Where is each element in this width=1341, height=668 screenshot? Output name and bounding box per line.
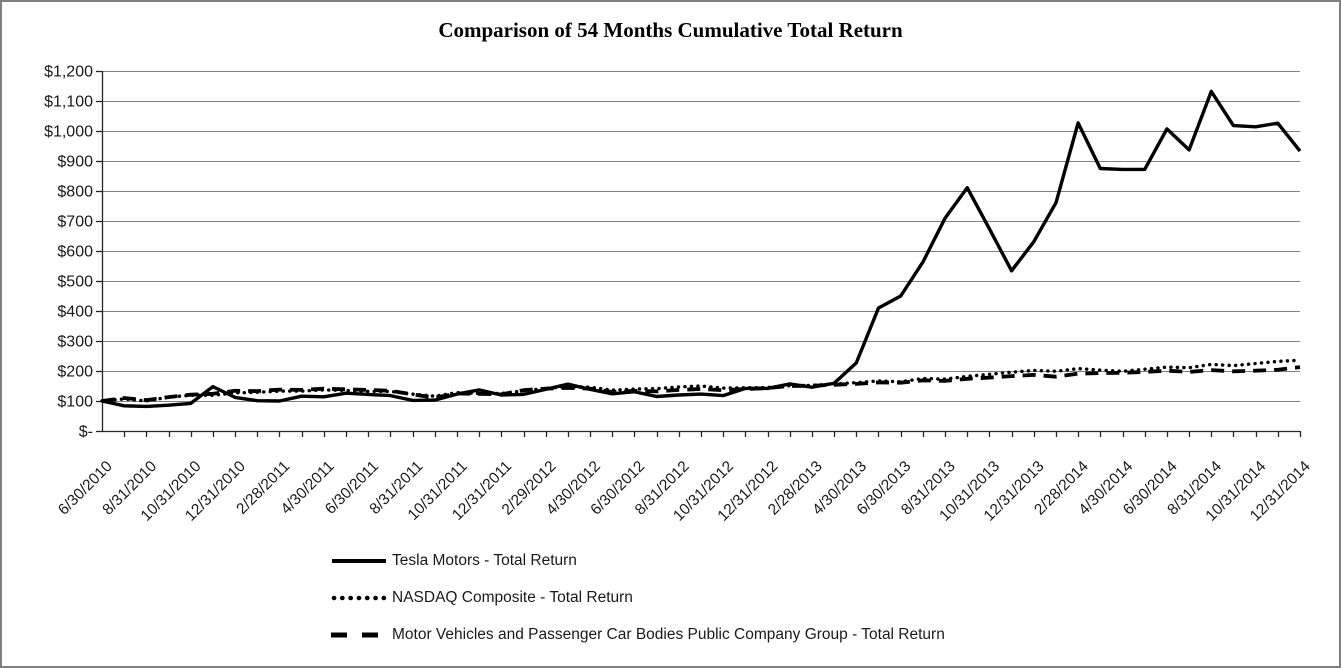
tesla-series-line [101, 89, 1302, 409]
y-axis-label: $1,000 [44, 124, 93, 141]
y-axis-label: $1,200 [44, 64, 93, 81]
y-axis-label: $300 [57, 334, 93, 351]
x-axis-labels: 6/30/20108/31/201010/31/201012/31/20102/… [55, 458, 1314, 525]
y-axis-label: $- [79, 424, 93, 441]
tesla-solid-line-swatch [332, 559, 386, 563]
legend-label-tesla: Tesla Motors - Total Return [392, 552, 577, 569]
legend: Tesla Motors - Total Return NASDAQ Compo… [330, 550, 945, 661]
y-axis-label: $700 [57, 214, 93, 231]
axes [96, 70, 1302, 437]
gridlines [102, 71, 1300, 402]
y-axis-label: $100 [57, 394, 93, 411]
legend-item-peer-group: Motor Vehicles and Passenger Car Bodies … [330, 624, 945, 646]
y-axis-label: $400 [57, 304, 93, 321]
y-axis-label: $900 [57, 154, 93, 171]
legend-item-tesla: Tesla Motors - Total Return [330, 550, 945, 572]
y-axis-label: $800 [57, 184, 93, 201]
legend-label-nasdaq: NASDAQ Composite - Total Return [392, 589, 633, 606]
peer-group-dashed-line-swatch [331, 632, 378, 638]
y-axis-label: $600 [57, 244, 93, 261]
nasdaq-dotted-line-swatch [331, 595, 387, 601]
y-axis-labels: $1,200 $1,100 $1,000 $900 $800 $700 $600 $500 $4… [44, 64, 93, 441]
chart-title: Comparison of 54 Months Cumulative Total… [438, 18, 903, 42]
legend-item-nasdaq: NASDAQ Composite - Total Return [330, 587, 945, 609]
y-axis-label: $1,100 [44, 94, 93, 111]
y-axis-label: $500 [57, 274, 93, 291]
y-axis-label: $200 [57, 364, 93, 381]
peer-group-series-line [101, 365, 1301, 403]
legend-label-peer-group: Motor Vehicles and Passenger Car Bodies … [392, 626, 945, 643]
